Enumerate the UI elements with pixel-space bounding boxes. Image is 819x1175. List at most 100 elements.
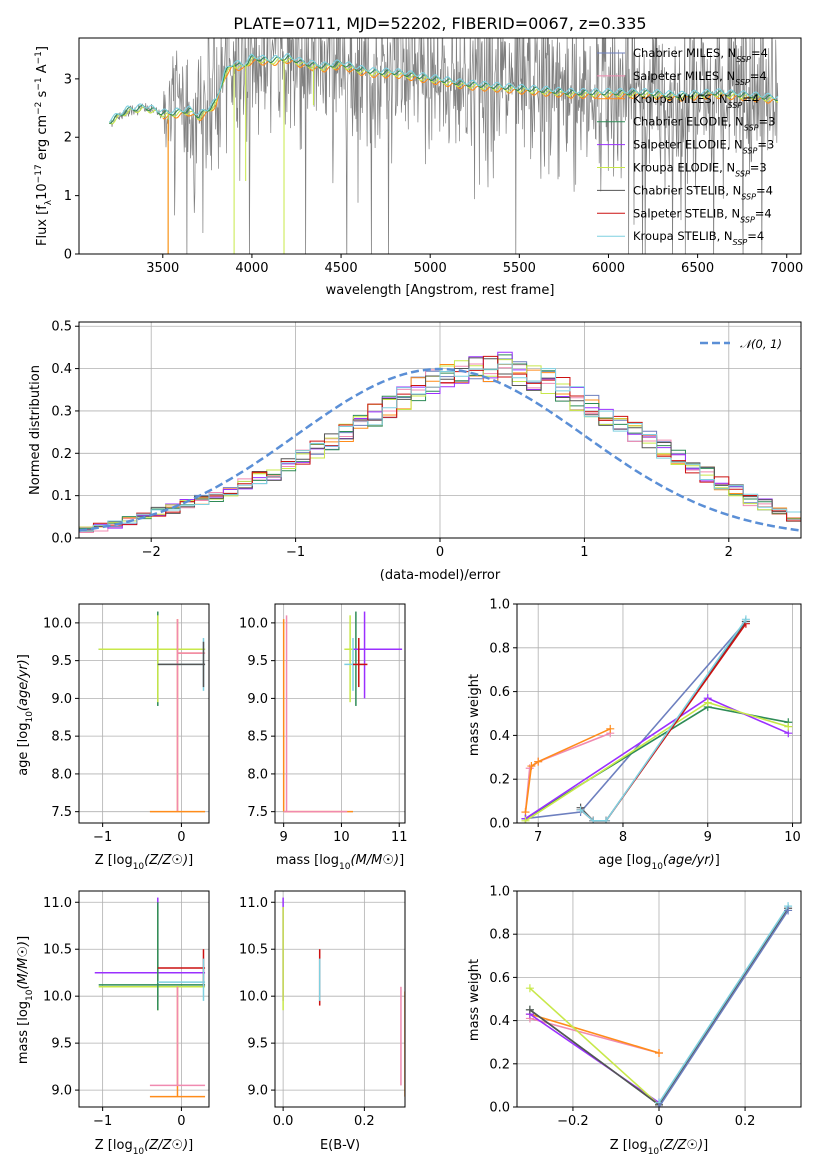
y-axis-label: age [log10(age/yr)]: [16, 654, 35, 776]
series-marker-chabrier_stelib: [525, 1005, 534, 1014]
x-axis-label: Z [log10(Z/Z☉)]: [95, 853, 193, 872]
label-part: (Z/Z☉): [144, 1138, 188, 1153]
legend-label-tail: =4: [750, 69, 767, 83]
x-tick-label: −2: [142, 545, 161, 560]
y-axis-label: mass weight: [467, 674, 482, 756]
label-part: mass [log: [276, 853, 339, 868]
y-tick-label: 0.8: [489, 641, 510, 656]
x-tick-label: 8: [619, 830, 627, 845]
axes-age_vs_Z: −1 07.58.08.59.09.510.0Z [log10(Z/Z☉)]age…: [16, 603, 210, 872]
x-tick-label: 11: [391, 830, 408, 845]
y-tick-label: 8.5: [51, 730, 72, 745]
x-tick-label: 3500: [146, 261, 179, 276]
x-tick-label: 10: [333, 830, 350, 845]
plots-layer: 3500 4000 4500 5000 5500 6000 6500 70000123Chab…: [16, 37, 803, 1157]
series-line-kroupa_stelib: [580, 618, 747, 822]
y-tick-label: 0.0: [51, 532, 72, 547]
series-marker-kroupa_stelib: [576, 805, 585, 814]
label-part: Flux [f: [35, 205, 50, 246]
x-tick-label: 9: [280, 830, 288, 845]
legend-label-kroupa_miles: Kroupa MILES, NSSP=4: [633, 92, 759, 110]
x-tick-label: 7000: [770, 261, 803, 276]
series-line-kroupa_miles: [524, 728, 611, 813]
legend-label-salpeter_stelib: Salpeter STELIB, NSSP=4: [633, 206, 772, 224]
legend-label-sub: SSP: [740, 215, 755, 224]
y-tick-label: 0.5: [51, 320, 72, 335]
axes-spectrum: 3500 4000 4500 5000 5500 6000 6500 7000 0 1 2 3 Chab…: [34, 37, 803, 298]
legend-label-main: Chabrier MILES, N: [633, 46, 736, 60]
axes-frame: [274, 890, 406, 1108]
legend-label-sub: SSP: [733, 238, 748, 247]
y-tick-label: 10.0: [43, 990, 72, 1005]
label-part: (Z/Z☉): [659, 1138, 703, 1153]
legend-label-sub: SSP: [744, 123, 759, 132]
label-part: s: [35, 90, 50, 101]
y-tick-label: 10.5: [239, 943, 268, 958]
x-tick-label: 2: [725, 545, 733, 560]
x-tick-label: 5500: [503, 261, 536, 276]
y-tick-label: 3: [64, 72, 72, 87]
label-part: ]: [399, 853, 404, 868]
series-marker-kroupa_elodie: [703, 698, 712, 707]
x-tick-label: 0.0: [273, 1114, 294, 1129]
histogram-step-kroupa_stelib: [79, 363, 801, 532]
y-tick-label: 0.4: [51, 362, 72, 377]
axes-mass_weight_vs_Z: −0.2 0 0.2 0.0 0.2 0.4 0.6 0.8 1.0 Z [log10(Z/Z☉)…: [467, 885, 802, 1157]
label-part: mass weight: [467, 674, 482, 756]
label-part: ]: [16, 936, 31, 941]
y-tick-label: 9.5: [51, 1037, 72, 1052]
series-marker-chabrier_miles: [784, 906, 793, 915]
y-tick-label: 0.2: [489, 1057, 510, 1072]
legend-label-tail: =4: [755, 206, 772, 220]
x-tick-label: 4000: [235, 261, 268, 276]
plot-area-mass_weight_vs_age: [521, 615, 793, 823]
label-part: (Z/Z☉): [144, 853, 188, 868]
y-tick-label: 0.0: [489, 1101, 510, 1116]
y-tick-label: 0.6: [489, 971, 510, 986]
y-tick-label: 2: [64, 131, 72, 146]
label-part: ]: [188, 1138, 193, 1153]
y-tick-label: 0.3: [51, 404, 72, 419]
y-tick-label: 0: [64, 248, 72, 263]
label-part: 10: [25, 711, 35, 723]
series-marker-kroupa_miles: [655, 1049, 663, 1057]
plot-area-spectrum: [108, 38, 779, 254]
legend-label-main: Salpeter ELODIE, N: [633, 138, 743, 152]
y-tick-label: 9.5: [51, 654, 72, 669]
legend-label-tail: =4: [751, 46, 768, 60]
series-marker-kroupa_stelib: [589, 816, 598, 823]
series-line-kroupa_miles: [529, 1013, 660, 1054]
figure-title: PLATE=0711, MJD=52202, FIBERID=0067, z=0…: [233, 14, 646, 33]
series-line-salpeter_elodie: [525, 697, 789, 820]
label-part: Normed distribution: [28, 365, 43, 495]
y-tick-label: 9.0: [247, 1084, 268, 1099]
x-tick-label: 1: [580, 545, 588, 560]
series-marker-kroupa_elodie: [525, 984, 534, 993]
label-part: Z [log: [95, 853, 133, 868]
y-tick-label: 0.2: [51, 447, 72, 462]
series-line-chabrier_miles: [525, 620, 747, 820]
y-tick-label: 9.0: [51, 692, 72, 707]
x-tick-label: −1: [286, 545, 305, 560]
label-part: Z [log: [610, 1138, 648, 1153]
series-marker-kroupa_stelib: [602, 816, 611, 823]
axes-frame: [78, 603, 210, 824]
label-part: 10: [133, 1147, 145, 1157]
y-tick-label: 0.1: [51, 489, 72, 504]
label-part: erg cm: [35, 115, 50, 164]
y-tick-label: 8.0: [247, 767, 268, 782]
plot-area-residual_histogram: [79, 351, 801, 534]
legend-label-sub: SSP: [741, 192, 756, 201]
series-line-salpeter_elodie: [529, 1013, 660, 1104]
y-tick-label: 0.0: [489, 817, 510, 832]
legend-label-sub: SSP: [728, 100, 743, 109]
label-part: ]: [188, 853, 193, 868]
y-tick-label: 10.0: [239, 990, 268, 1005]
y-tick-label: 11.0: [239, 896, 268, 911]
series-line-salpeter_stelib: [580, 623, 747, 822]
y-tick-label: 11.0: [43, 896, 72, 911]
